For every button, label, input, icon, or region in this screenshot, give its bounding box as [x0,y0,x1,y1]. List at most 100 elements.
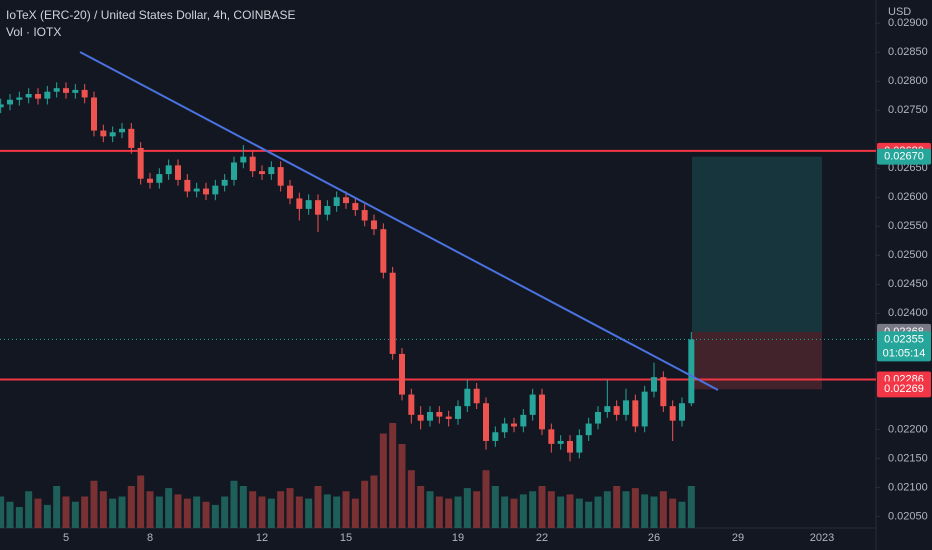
x-tick-label: 29 [732,532,744,544]
target-price-badge: 0.02670 [884,151,924,163]
candle-body [25,93,32,98]
volume-bar [249,491,257,528]
candle-body [389,272,396,354]
volume-bar [445,498,453,528]
volume-bar [398,444,406,528]
candle-body [221,179,228,186]
candle-body [72,89,79,93]
volume-bar [669,498,677,528]
volume-bar [333,496,341,528]
last-price-badge: 0.02355 [884,333,924,345]
volume-bar [370,475,378,528]
volume-bar [463,488,471,528]
volume-bar [566,494,574,528]
volume-bar [426,491,434,528]
candle-body [445,416,452,419]
volume-bar [650,496,658,528]
volume-bar [473,491,481,528]
volume-bar [155,496,163,528]
volume-bar [90,480,98,528]
target-price-badge-bg [877,148,931,165]
candle-body [91,97,97,131]
candle-body [371,220,377,230]
volume-bar [6,501,14,528]
volume-bar [295,496,303,528]
candle-body [128,128,135,148]
volume-bar [211,504,219,528]
candle-body [147,178,153,183]
y-tick-label: 0.02050 [888,510,928,522]
volume-bar [351,498,359,528]
volume-bar [613,486,621,528]
x-tick-label: 12 [256,532,268,544]
volume-bar [417,486,425,528]
y-tick-label: 0.02850 [888,46,928,58]
volume-bar [230,480,238,528]
candle-body [473,388,480,404]
position-target-zone [692,156,822,332]
position-stop-zone [692,331,822,390]
candle-body [427,411,433,421]
volume-bar [687,486,695,528]
volume-bar [71,501,79,528]
volume-bar [342,491,350,528]
volume-bar [43,504,51,528]
volume-bar [323,494,331,528]
candle-body [660,377,667,407]
y-tick-label: 0.02800 [888,75,928,87]
volume-bar [193,496,201,528]
volume-bar [482,470,490,528]
volume-bar [631,488,639,528]
candle-body [81,89,88,98]
candle-body [324,205,331,215]
candle-body [240,156,247,163]
volume-bar [127,486,135,528]
volume-bar [15,507,23,528]
candle-body [585,423,592,436]
volume-bar [53,486,61,528]
volume-bar [379,433,387,528]
stop-price-badge-bg [877,381,931,398]
volume-bar [659,491,667,528]
x-tick-label: 8 [147,532,153,544]
volume-bar [594,496,602,528]
candle-body [623,400,629,415]
volume-bar [454,496,462,528]
y-tick-label: 0.02900 [888,17,928,29]
candle-body [333,197,340,206]
volume-bar [585,501,593,528]
volume-bar [146,491,154,528]
volume-bar [202,501,210,528]
candle-body [63,88,69,93]
y-tick-label: 0.02100 [888,481,928,493]
candle-body [0,104,4,108]
volume-bar [34,498,42,528]
volume-bar [389,423,397,528]
candle-body [361,210,368,221]
candle-body [501,423,508,433]
countdown: 01:05:14 [883,347,926,359]
volume-bar [183,498,191,528]
x-tick-label: 26 [648,532,660,544]
candle-body [520,414,527,427]
candle-body [688,339,695,404]
volume-bar [510,498,518,528]
candle-body [557,440,564,444]
candle-body [119,128,125,133]
candle-body [417,414,424,421]
candle-body [399,353,405,395]
last-price-badge-bg [877,331,931,362]
candle-body [296,198,303,209]
candle-body [156,174,163,183]
candle-body [343,197,349,204]
candle-body [613,406,620,415]
volume-bar [109,498,117,528]
volume-bar [137,475,145,528]
chart-title: IoTeX (ERC-20) / United States Dollar, 4… [6,8,295,22]
x-tick-label: 2023 [810,532,834,544]
volume-bar [435,496,443,528]
volume-bar [678,501,686,528]
candle-body [259,171,265,175]
candle-body [184,179,191,192]
